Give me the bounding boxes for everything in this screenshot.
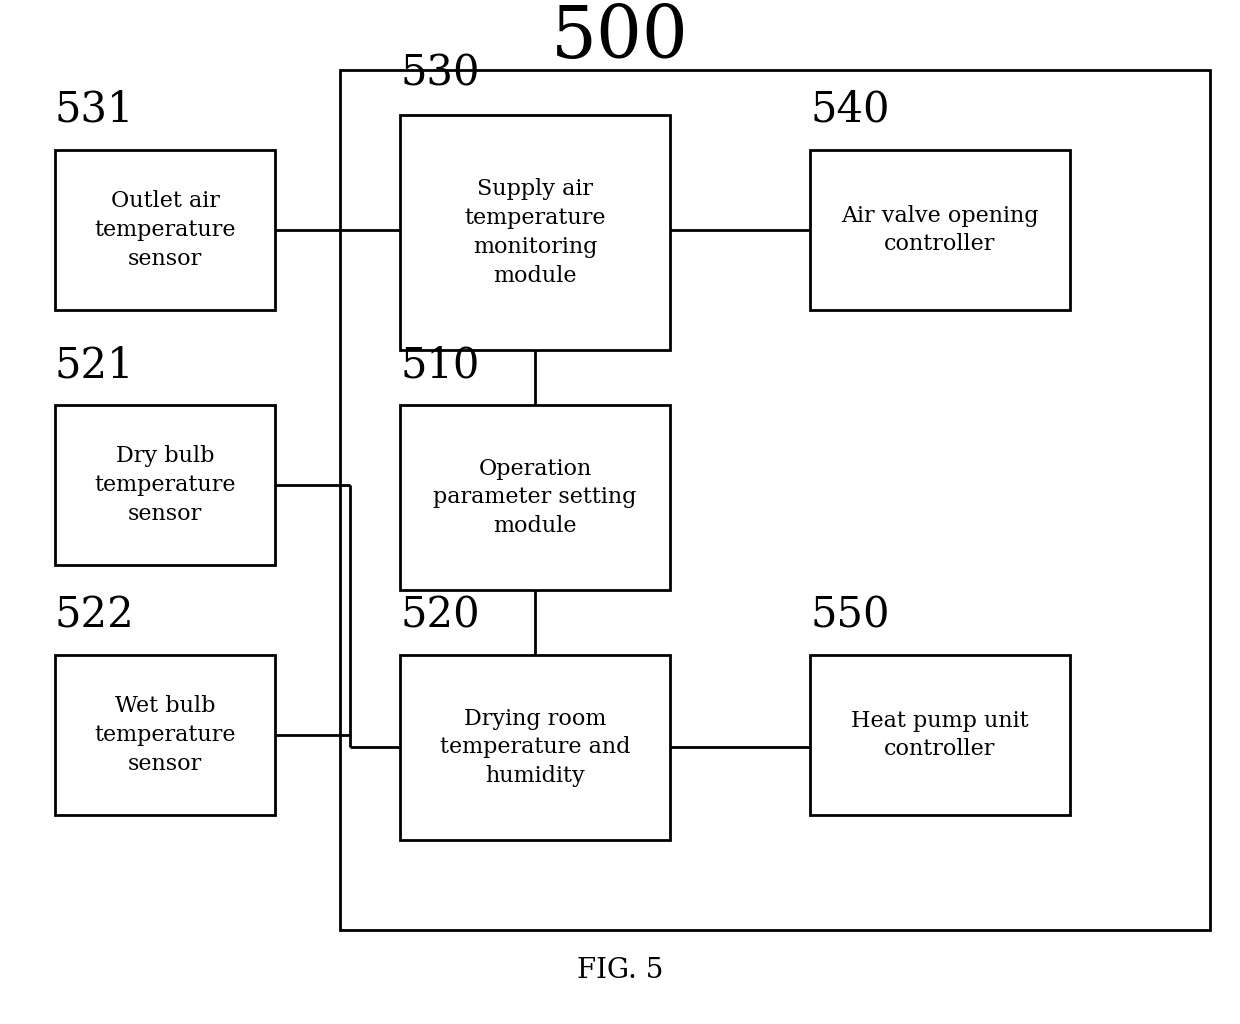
Bar [340, 70, 1210, 930]
Bar [55, 406, 275, 565]
Text: Operation
parameter setting
module: Operation parameter setting module [433, 458, 636, 538]
Text: Heat pump unit
controller: Heat pump unit controller [851, 710, 1029, 761]
Text: 530: 530 [401, 53, 480, 95]
Text: 500: 500 [551, 3, 689, 74]
Text: 531: 531 [55, 88, 134, 130]
Bar [401, 406, 670, 590]
Text: Outlet air
temperature
sensor: Outlet air temperature sensor [94, 190, 236, 269]
Bar [810, 150, 1070, 310]
Bar [55, 150, 275, 310]
Text: Supply air
temperature
monitoring
module: Supply air temperature monitoring module [464, 178, 606, 287]
Text: Drying room
temperature and
humidity: Drying room temperature and humidity [440, 708, 630, 787]
Text: Air valve opening
controller: Air valve opening controller [841, 205, 1039, 255]
Text: 522: 522 [55, 595, 135, 637]
Text: 520: 520 [401, 595, 480, 637]
Bar [401, 655, 670, 840]
Bar [401, 115, 670, 350]
Text: FIG. 5: FIG. 5 [577, 956, 663, 983]
Text: 550: 550 [810, 595, 889, 637]
Text: 540: 540 [810, 88, 889, 130]
Bar [810, 655, 1070, 815]
Text: 510: 510 [401, 345, 480, 387]
Text: Wet bulb
temperature
sensor: Wet bulb temperature sensor [94, 695, 236, 775]
Text: Dry bulb
temperature
sensor: Dry bulb temperature sensor [94, 445, 236, 524]
Text: 521: 521 [55, 345, 134, 387]
Bar [55, 655, 275, 815]
